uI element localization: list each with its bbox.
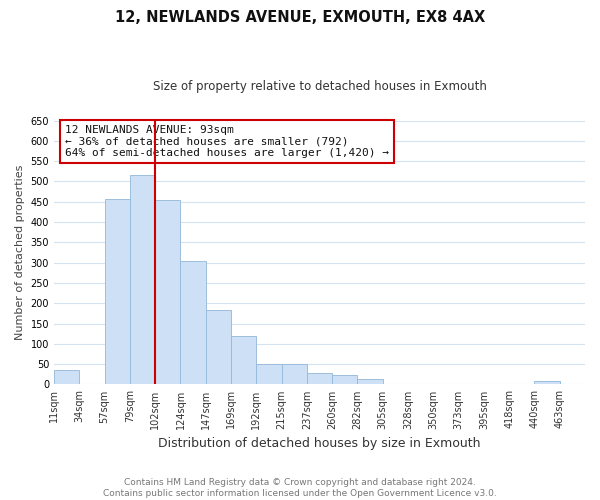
- Text: 12 NEWLANDS AVENUE: 93sqm
← 36% of detached houses are smaller (792)
64% of semi: 12 NEWLANDS AVENUE: 93sqm ← 36% of detac…: [65, 124, 389, 158]
- Text: 12, NEWLANDS AVENUE, EXMOUTH, EX8 4AX: 12, NEWLANDS AVENUE, EXMOUTH, EX8 4AX: [115, 10, 485, 25]
- Bar: [535, 381, 560, 384]
- Bar: [181, 260, 206, 384]
- Bar: [231, 336, 256, 384]
- Bar: [155, 200, 181, 384]
- Bar: [130, 176, 155, 384]
- Title: Size of property relative to detached houses in Exmouth: Size of property relative to detached ho…: [152, 80, 487, 93]
- Bar: [332, 376, 358, 384]
- Bar: [307, 373, 332, 384]
- Bar: [281, 364, 307, 384]
- Bar: [54, 370, 79, 384]
- Y-axis label: Number of detached properties: Number of detached properties: [15, 165, 25, 340]
- Bar: [358, 379, 383, 384]
- Bar: [206, 310, 231, 384]
- X-axis label: Distribution of detached houses by size in Exmouth: Distribution of detached houses by size …: [158, 437, 481, 450]
- Text: Contains HM Land Registry data © Crown copyright and database right 2024.
Contai: Contains HM Land Registry data © Crown c…: [103, 478, 497, 498]
- Bar: [256, 364, 281, 384]
- Bar: [104, 198, 130, 384]
